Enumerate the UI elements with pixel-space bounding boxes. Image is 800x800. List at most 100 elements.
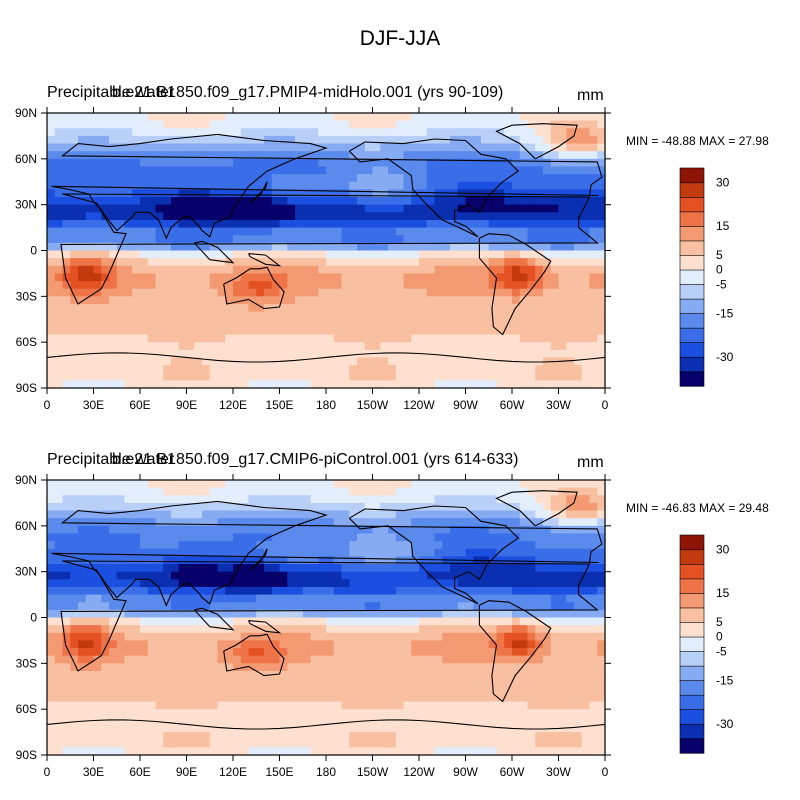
heatmap-cell (426, 548, 436, 557)
heatmap-cell (116, 158, 126, 168)
heatmap-cell (465, 693, 474, 703)
heatmap-cell (558, 594, 567, 603)
heatmap-cell (372, 342, 381, 351)
heatmap-cell (457, 625, 467, 634)
heatmap-cell (465, 640, 474, 649)
heatmap-cell (558, 663, 567, 672)
heatmap-cell (372, 609, 381, 619)
heatmap-cell (364, 533, 374, 542)
heatmap-cell (558, 586, 567, 596)
heatmap-cell (512, 349, 521, 359)
heatmap-cell (279, 709, 288, 718)
heatmap-cell (264, 602, 273, 611)
heatmap-cell (140, 556, 149, 565)
heatmap-cell (217, 495, 226, 504)
heatmap-cell (310, 189, 319, 198)
heatmap-cell (295, 609, 304, 619)
heatmap-cell (202, 655, 211, 664)
heatmap-cell (333, 113, 343, 122)
heatmap-cell (357, 632, 366, 642)
heatmap-cell (450, 227, 459, 236)
heatmap-cell (140, 151, 149, 160)
heatmap-cell (426, 480, 436, 489)
heatmap-cell (597, 548, 606, 557)
heatmap-cell (419, 579, 428, 588)
heatmap-cell (217, 342, 226, 351)
heatmap-cell (140, 625, 149, 634)
heatmap-cell (271, 502, 281, 512)
heatmap-cell (395, 296, 405, 305)
heatmap-cell (124, 235, 133, 244)
heatmap-cell (132, 663, 141, 672)
heatmap-cell (419, 625, 428, 634)
heatmap-cell (380, 548, 389, 557)
heatmap-cell (163, 296, 172, 305)
heatmap-cell (302, 609, 312, 619)
heatmap-cell (380, 586, 389, 596)
heatmap-cell (512, 319, 521, 328)
heatmap-cell (186, 548, 195, 557)
heatmap-cell (163, 678, 172, 687)
heatmap-cell (295, 181, 304, 190)
heatmap-cell (527, 579, 536, 588)
heatmap-cell (504, 303, 513, 313)
heatmap-cell (581, 342, 591, 351)
heatmap-cell (70, 564, 79, 573)
heatmap-cell (233, 480, 242, 489)
heatmap-cell (357, 212, 366, 221)
heatmap-cell (163, 326, 172, 336)
heatmap-cell (217, 235, 226, 244)
heatmap-cell (310, 258, 319, 267)
heatmap-cell (85, 120, 95, 129)
heatmap-cell (488, 113, 498, 122)
heatmap-cell (171, 480, 180, 489)
heatmap-cell (581, 640, 591, 649)
heatmap-cell (93, 541, 102, 550)
heatmap-cell (411, 510, 420, 519)
heatmap-cell (264, 120, 273, 129)
heatmap-cell (457, 380, 467, 389)
heatmap-cell (403, 487, 412, 496)
heatmap-cell (302, 166, 312, 175)
heatmap-cell (93, 189, 102, 198)
heatmap-cell (581, 518, 591, 527)
heatmap-cell (264, 319, 273, 328)
heatmap-cell (473, 219, 482, 229)
heatmap-cell (597, 564, 606, 573)
heatmap-cell (589, 204, 598, 213)
heatmap-cell (310, 281, 319, 290)
heatmap-cell (186, 594, 195, 603)
heatmap-cell (496, 158, 505, 168)
heatmap-cell (178, 113, 188, 122)
heatmap-cell (411, 495, 420, 504)
heatmap-cell (54, 640, 64, 649)
heatmap-cell (256, 510, 265, 519)
heatmap-cell (473, 640, 482, 649)
heatmap-cell (574, 541, 583, 550)
heatmap-cell (248, 632, 257, 642)
heatmap-cell (395, 349, 405, 359)
heatmap-cell (527, 158, 536, 168)
heatmap-cell (388, 135, 397, 145)
heatmap-cell (171, 716, 180, 726)
heatmap-cell (473, 120, 482, 129)
heatmap-cell (411, 525, 420, 535)
heatmap-cell (589, 655, 598, 664)
heatmap-cell (527, 609, 536, 619)
heatmap-cell (140, 594, 149, 603)
heatmap-cell (233, 113, 242, 122)
heatmap-cell (411, 151, 420, 160)
heatmap-cell (457, 197, 467, 206)
heatmap-cell (419, 602, 428, 611)
heatmap-cell (202, 609, 211, 619)
heatmap-cell (302, 365, 312, 374)
colorbar-label: 15 (716, 219, 730, 233)
heatmap-cell (109, 135, 118, 145)
heatmap-cell (62, 510, 71, 519)
heatmap-cell (388, 342, 397, 351)
heatmap-cell (240, 303, 250, 313)
heatmap-cell (271, 281, 281, 290)
heatmap-cell (171, 227, 180, 236)
heatmap-cell (380, 120, 389, 129)
heatmap-cell (364, 258, 374, 267)
